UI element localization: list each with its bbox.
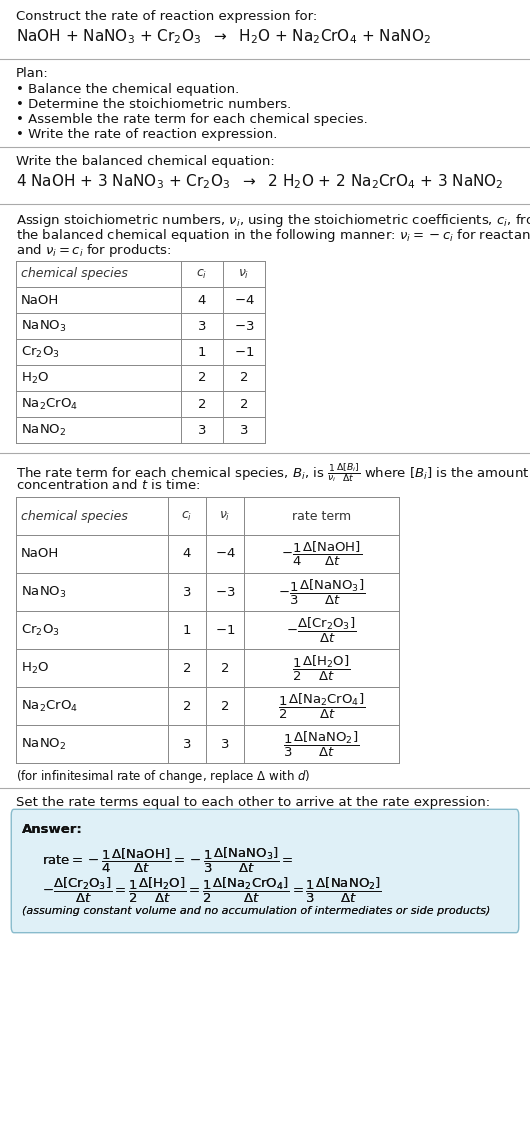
Text: $-\dfrac{\Delta[\mathrm{Cr_2O_3}]}{\Delta t} = \dfrac{1}{2}\dfrac{\Delta[\mathrm: $-\dfrac{\Delta[\mathrm{Cr_2O_3}]}{\Delt…: [42, 876, 382, 905]
Text: 3: 3: [198, 320, 206, 332]
Text: $c_i$: $c_i$: [196, 267, 208, 281]
Text: (assuming constant volume and no accumulation of intermediates or side products): (assuming constant volume and no accumul…: [22, 906, 490, 916]
Text: NaNO$_2$: NaNO$_2$: [21, 736, 66, 751]
Text: 3: 3: [220, 737, 229, 750]
Text: 2: 2: [240, 397, 248, 411]
Text: NaOH: NaOH: [21, 547, 59, 561]
Text: H$_2$O: H$_2$O: [21, 371, 49, 386]
Text: NaOH + NaNO$_3$ + Cr$_2$O$_3$  $\rightarrow$  H$_2$O + Na$_2$CrO$_4$ + NaNO$_2$: NaOH + NaNO$_3$ + Cr$_2$O$_3$ $\rightarr…: [16, 27, 431, 46]
Text: $-1$: $-1$: [234, 346, 254, 358]
Text: 4 NaOH + 3 NaNO$_3$ + Cr$_2$O$_3$  $\rightarrow$  2 H$_2$O + 2 Na$_2$CrO$_4$ + 3: 4 NaOH + 3 NaNO$_3$ + Cr$_2$O$_3$ $\righ…: [16, 172, 503, 191]
Text: • Assemble the rate term for each chemical species.: • Assemble the rate term for each chemic…: [16, 113, 368, 126]
Text: Na$_2$CrO$_4$: Na$_2$CrO$_4$: [21, 396, 78, 412]
Text: 1: 1: [198, 346, 206, 358]
Text: (for infinitesimal rate of change, replace $\Delta$ with $d$): (for infinitesimal rate of change, repla…: [16, 768, 311, 785]
Text: Assign stoichiometric numbers, $\nu_i$, using the stoichiometric coefficients, $: Assign stoichiometric numbers, $\nu_i$, …: [16, 212, 530, 229]
Text: $-\dfrac{\Delta[\mathrm{Cr_2O_3}]}{\Delta t}$: $-\dfrac{\Delta[\mathrm{Cr_2O_3}]}{\Delt…: [286, 616, 357, 644]
Text: 2: 2: [183, 661, 191, 675]
Text: 3: 3: [240, 423, 248, 437]
Text: Na$_2$CrO$_4$: Na$_2$CrO$_4$: [21, 699, 78, 714]
Text: $-3$: $-3$: [215, 585, 235, 599]
Text: 3: 3: [183, 737, 191, 750]
Text: Write the balanced chemical equation:: Write the balanced chemical equation:: [16, 155, 275, 168]
Text: $\nu_i$: $\nu_i$: [219, 510, 231, 522]
Text: Cr$_2$O$_3$: Cr$_2$O$_3$: [21, 345, 60, 360]
Text: and $\nu_i = c_i$ for products:: and $\nu_i = c_i$ for products:: [16, 242, 172, 259]
Text: 2: 2: [240, 371, 248, 385]
Text: 2: 2: [198, 371, 206, 385]
Text: $c_i$: $c_i$: [181, 510, 192, 522]
Text: NaOH: NaOH: [21, 294, 59, 306]
Text: $-3$: $-3$: [234, 320, 254, 332]
Text: Answer:: Answer:: [22, 823, 83, 836]
Text: rate term: rate term: [292, 510, 351, 522]
Text: 3: 3: [183, 585, 191, 599]
Text: NaNO$_3$: NaNO$_3$: [21, 585, 67, 600]
Text: $\mathrm{rate} = -\dfrac{1}{4}\dfrac{\Delta[\mathrm{NaOH}]}{\Delta t} = -\dfrac{: $\mathrm{rate} = -\dfrac{1}{4}\dfrac{\De…: [42, 846, 294, 875]
Text: $-\dfrac{1}{3}\dfrac{\Delta[\mathrm{NaNO_3}]}{\Delta t}$: $-\dfrac{1}{3}\dfrac{\Delta[\mathrm{NaNO…: [278, 577, 365, 607]
Text: 3: 3: [198, 423, 206, 437]
Text: • Balance the chemical equation.: • Balance the chemical equation.: [16, 83, 239, 96]
Text: $-\dfrac{1}{4}\dfrac{\Delta[\mathrm{NaOH}]}{\Delta t}$: $-\dfrac{1}{4}\dfrac{\Delta[\mathrm{NaOH…: [281, 539, 362, 568]
Text: chemical species: chemical species: [21, 510, 128, 522]
Text: NaNO$_3$: NaNO$_3$: [21, 319, 67, 333]
Text: Construct the rate of reaction expression for:: Construct the rate of reaction expressio…: [16, 10, 317, 23]
Text: 2: 2: [198, 397, 206, 411]
Text: Cr$_2$O$_3$: Cr$_2$O$_3$: [21, 622, 60, 637]
Text: $\dfrac{1}{3}\dfrac{\Delta[\mathrm{NaNO_2}]}{\Delta t}$: $\dfrac{1}{3}\dfrac{\Delta[\mathrm{NaNO_…: [284, 729, 359, 759]
Text: • Write the rate of reaction expression.: • Write the rate of reaction expression.: [16, 127, 277, 141]
Text: • Determine the stoichiometric numbers.: • Determine the stoichiometric numbers.: [16, 98, 291, 112]
Text: $-4$: $-4$: [234, 294, 254, 306]
Text: $\dfrac{1}{2}\dfrac{\Delta[\mathrm{H_2O}]}{\Delta t}$: $\dfrac{1}{2}\dfrac{\Delta[\mathrm{H_2O}…: [292, 653, 350, 683]
Text: The rate term for each chemical species, $B_i$, is $\frac{1}{\nu_i}\frac{\Delta[: The rate term for each chemical species,…: [16, 461, 529, 484]
Text: NaNO$_2$: NaNO$_2$: [21, 422, 66, 437]
Text: 1: 1: [183, 624, 191, 636]
Text: Plan:: Plan:: [16, 67, 49, 80]
Text: 2: 2: [220, 700, 229, 712]
Text: $\dfrac{1}{2}\dfrac{\Delta[\mathrm{Na_2CrO_4}]}{\Delta t}$: $\dfrac{1}{2}\dfrac{\Delta[\mathrm{Na_2C…: [278, 692, 365, 720]
Text: 2: 2: [220, 661, 229, 675]
Text: H$_2$O: H$_2$O: [21, 660, 49, 676]
Text: $-4$: $-4$: [215, 547, 235, 561]
Text: 2: 2: [183, 700, 191, 712]
FancyBboxPatch shape: [11, 809, 519, 933]
Text: the balanced chemical equation in the following manner: $\nu_i = -c_i$ for react: the balanced chemical equation in the fo…: [16, 226, 530, 244]
Text: $-\dfrac{\Delta[\mathrm{Cr_2O_3}]}{\Delta t} = \dfrac{1}{2}\dfrac{\Delta[\mathrm: $-\dfrac{\Delta[\mathrm{Cr_2O_3}]}{\Delt…: [42, 876, 382, 905]
Text: Answer:: Answer:: [22, 823, 83, 836]
Text: chemical species: chemical species: [21, 267, 128, 280]
Text: $\mathrm{rate} = -\dfrac{1}{4}\dfrac{\Delta[\mathrm{NaOH}]}{\Delta t} = -\dfrac{: $\mathrm{rate} = -\dfrac{1}{4}\dfrac{\De…: [42, 846, 294, 875]
Text: concentration and $t$ is time:: concentration and $t$ is time:: [16, 478, 200, 492]
Text: Set the rate terms equal to each other to arrive at the rate expression:: Set the rate terms equal to each other t…: [16, 795, 490, 809]
Text: (assuming constant volume and no accumulation of intermediates or side products): (assuming constant volume and no accumul…: [22, 906, 490, 916]
Text: 4: 4: [183, 547, 191, 561]
Text: $-1$: $-1$: [215, 624, 235, 636]
Text: $\nu_i$: $\nu_i$: [238, 267, 250, 281]
Text: 4: 4: [198, 294, 206, 306]
